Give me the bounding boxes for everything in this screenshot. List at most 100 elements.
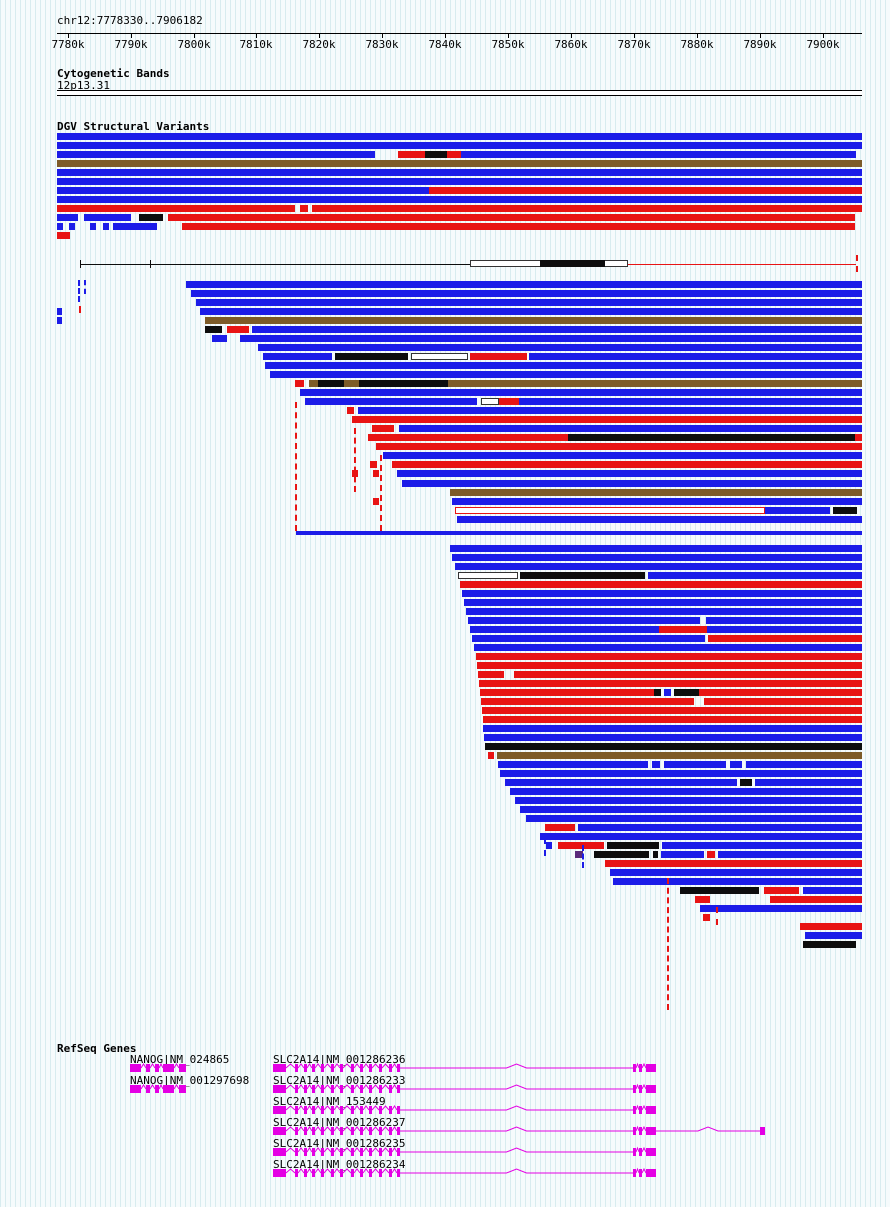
gene-model[interactable]: [273, 1083, 656, 1095]
variant-bar-segment[interactable]: [373, 470, 379, 477]
gene-model[interactable]: [273, 1167, 656, 1179]
variant-bar-segment[interactable]: [680, 887, 759, 894]
variant-bar-segment[interactable]: [520, 572, 645, 579]
variant-bar-segment[interactable]: [265, 362, 862, 369]
variant-bar-segment[interactable]: [545, 824, 575, 831]
gene-model[interactable]: [273, 1062, 656, 1074]
variant-bar-segment[interactable]: [460, 581, 862, 588]
variant-bar-segment[interactable]: [347, 407, 354, 414]
variant-bar-segment[interactable]: [483, 725, 862, 732]
variant-bar-segment[interactable]: [84, 214, 131, 221]
variant-bar-segment[interactable]: [648, 572, 862, 579]
variant-bar-segment[interactable]: [478, 671, 504, 678]
variant-bar-segment[interactable]: [476, 653, 862, 660]
variant-bar-segment[interactable]: [182, 223, 855, 230]
variant-bar-segment[interactable]: [212, 335, 227, 342]
variant-bar-segment[interactable]: [575, 851, 583, 858]
variant-bar-segment[interactable]: [425, 151, 447, 158]
variant-bar-segment[interactable]: [370, 461, 377, 468]
variant-bar-segment[interactable]: [191, 290, 862, 297]
variant-bar-segment[interactable]: [295, 380, 304, 387]
variant-bar-segment[interactable]: [455, 507, 765, 514]
variant-bar-segment[interactable]: [706, 617, 862, 624]
variant-bar-segment[interactable]: [57, 214, 78, 221]
variant-bar-segment[interactable]: [481, 698, 694, 705]
gene-model[interactable]: [130, 1062, 186, 1074]
variant-bar-segment[interactable]: [57, 160, 862, 167]
variant-bar-segment[interactable]: [372, 425, 394, 432]
variant-bar-segment[interactable]: [383, 452, 862, 459]
variant-bar-segment[interactable]: [373, 498, 379, 505]
variant-bar-segment[interactable]: [359, 380, 448, 387]
variant-bar-segment[interactable]: [57, 205, 295, 212]
variant-connector-line[interactable]: [296, 531, 862, 535]
variant-bar-segment[interactable]: [186, 281, 862, 288]
variant-bar-segment[interactable]: [700, 905, 862, 912]
variant-bar-segment[interactable]: [652, 761, 660, 768]
variant-bar-segment[interactable]: [200, 308, 862, 315]
variant-bar-segment[interactable]: [708, 635, 862, 642]
variant-bar-segment[interactable]: [568, 434, 855, 441]
variant-bar-segment[interactable]: [484, 734, 862, 741]
variant-connector-line[interactable]: [628, 264, 856, 265]
variant-bar-segment[interactable]: [69, 223, 75, 230]
variant-bar-segment[interactable]: [57, 223, 63, 230]
variant-bar-segment[interactable]: [674, 689, 699, 696]
variant-bar-segment[interactable]: [607, 842, 659, 849]
variant-bar-segment[interactable]: [196, 299, 862, 306]
variant-bar-segment[interactable]: [803, 887, 862, 894]
variant-bar-segment[interactable]: [57, 169, 862, 176]
variant-bar-segment[interactable]: [263, 353, 332, 360]
variant-bar-segment[interactable]: [358, 407, 862, 414]
variant-bar-segment[interactable]: [470, 353, 527, 360]
variant-bar-segment[interactable]: [520, 806, 862, 813]
variant-bar-segment[interactable]: [540, 833, 862, 840]
variant-bar-segment[interactable]: [483, 716, 862, 723]
variant-bar-segment[interactable]: [664, 689, 671, 696]
variant-bar-segment[interactable]: [498, 761, 648, 768]
variant-bar-segment[interactable]: [392, 461, 862, 468]
cytoband-track[interactable]: [57, 90, 862, 96]
variant-bar-segment[interactable]: [57, 151, 375, 158]
variant-bar-segment[interactable]: [57, 187, 429, 194]
variant-bar-segment[interactable]: [398, 151, 425, 158]
variant-bar-segment[interactable]: [474, 644, 862, 651]
variant-bar-segment[interactable]: [482, 707, 862, 714]
variant-bar-segment[interactable]: [252, 326, 862, 333]
variant-bar-segment[interactable]: [450, 545, 862, 552]
variant-bar-segment[interactable]: [312, 205, 862, 212]
variant-bar-segment[interactable]: [462, 590, 862, 597]
variant-bar-segment[interactable]: [558, 842, 604, 849]
variant-bar-segment[interactable]: [765, 507, 830, 514]
variant-bar-segment[interactable]: [855, 434, 862, 441]
variant-bar-segment[interactable]: [479, 680, 862, 687]
variant-bar-segment[interactable]: [448, 380, 862, 387]
variant-bar-segment[interactable]: [699, 689, 862, 696]
variant-bar-segment[interactable]: [455, 563, 862, 570]
variant-bar-segment[interactable]: [305, 398, 477, 405]
variant-bar-segment[interactable]: [399, 425, 862, 432]
variant-bar-segment[interactable]: [730, 761, 742, 768]
variant-bar-segment[interactable]: [450, 489, 862, 496]
variant-bar-segment[interactable]: [740, 779, 752, 786]
variant-bar-segment[interactable]: [447, 151, 461, 158]
variant-bar-segment[interactable]: [472, 635, 705, 642]
variant-bar-segment[interactable]: [605, 860, 862, 867]
variant-bar-segment[interactable]: [546, 842, 552, 849]
variant-bar-segment[interactable]: [168, 214, 855, 221]
variant-bar-segment[interactable]: [594, 851, 649, 858]
variant-bar-segment[interactable]: [103, 223, 109, 230]
variant-bar-segment[interactable]: [468, 617, 700, 624]
variant-bar-segment[interactable]: [477, 662, 862, 669]
variant-bar-segment[interactable]: [113, 223, 157, 230]
variant-bar-segment[interactable]: [300, 389, 862, 396]
variant-bar-segment[interactable]: [578, 824, 862, 831]
variant-bar-segment[interactable]: [653, 851, 658, 858]
variant-bar-segment[interactable]: [352, 416, 862, 423]
variant-bar-segment[interactable]: [270, 371, 862, 378]
variant-bar-segment[interactable]: [519, 398, 862, 405]
variant-bar-segment[interactable]: [318, 380, 344, 387]
variant-bar-segment[interactable]: [429, 187, 862, 194]
variant-bar-segment[interactable]: [500, 770, 862, 777]
variant-bar-segment[interactable]: [57, 178, 862, 185]
